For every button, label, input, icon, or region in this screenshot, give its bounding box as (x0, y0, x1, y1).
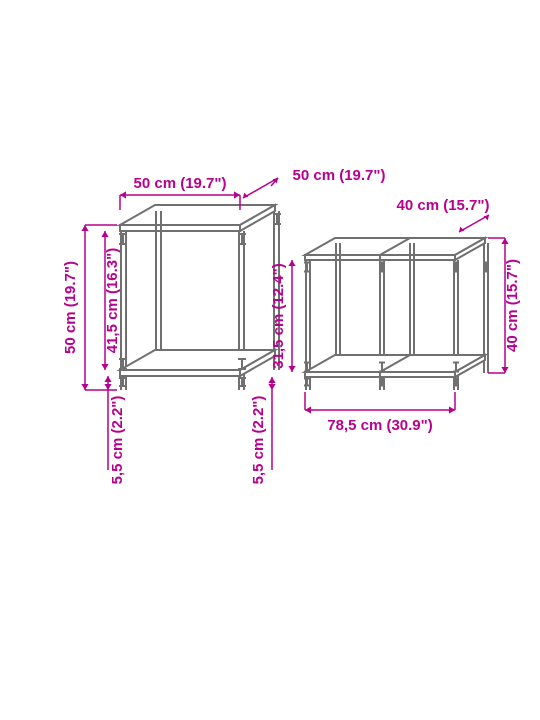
dimension-label: 50 cm (19.7") (62, 261, 79, 354)
dimension-label: 5,5 cm (2.2") (109, 396, 126, 485)
dimension-label: 31,5 cm (12.4") (270, 263, 287, 369)
dimension-label: 40 cm (15.7") (397, 197, 490, 214)
dimension-label: 78,5 cm (30.9") (327, 417, 433, 434)
dimension-diagram: 50 cm (19.7") 50 cm (19.7") 50 cm (19.7") 4… (0, 0, 540, 720)
dimension-label: 5,5 cm (2.2") (250, 396, 267, 485)
dimension-label: 50 cm (19.7") (293, 167, 386, 184)
dimension-label: 40 cm (15.7") (504, 259, 521, 352)
dimension-label: 50 cm (19.7") (134, 175, 227, 192)
dimension-label: 41,5 cm (16.3") (104, 248, 121, 354)
